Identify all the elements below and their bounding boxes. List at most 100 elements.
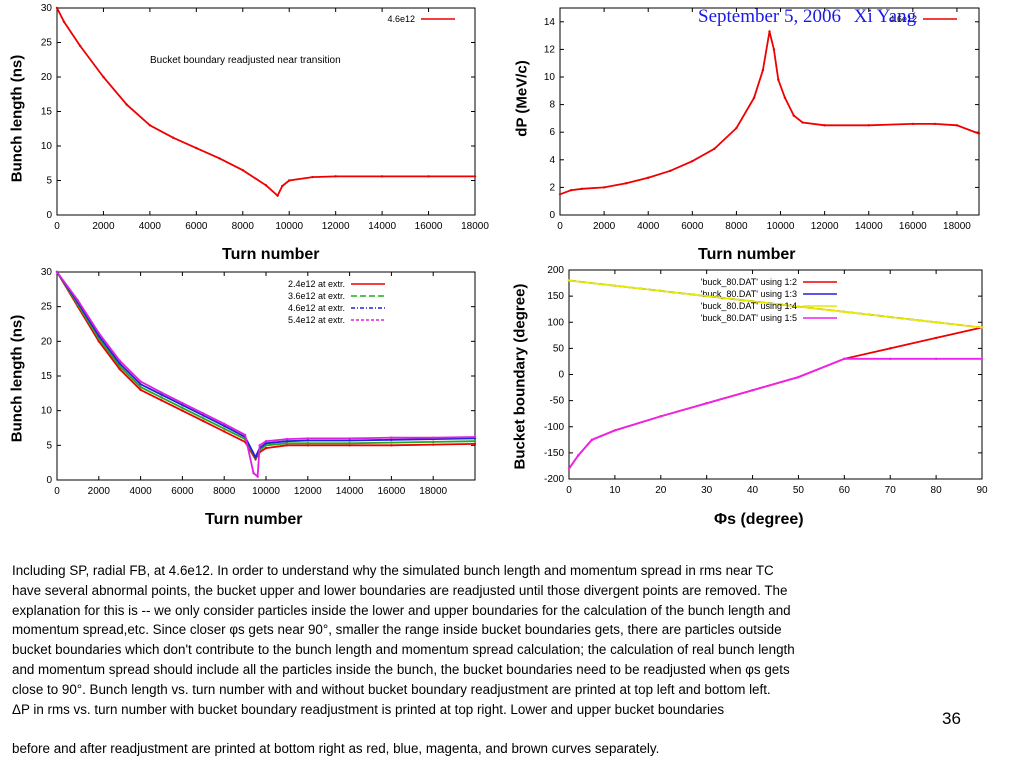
data-point: [432, 436, 435, 439]
data-point: [602, 186, 606, 189]
data-point: [306, 442, 309, 445]
series-line: [559, 31, 980, 196]
data-point: [306, 439, 309, 442]
chart-bucket-boundary: 0 10 20 30 40 50 60 70 80 90 -200 -150 -100 -50 0 50 100…: [512, 262, 1024, 540]
y-tick-label: 30: [41, 267, 53, 278]
data-point: [139, 385, 142, 389]
data-point: [97, 331, 101, 335]
data-point: [348, 437, 351, 440]
x-tick-label: 4000: [129, 486, 152, 497]
x-tick-label: 8000: [232, 221, 255, 232]
caption-line: and momentum spread should include all t…: [12, 661, 790, 677]
y-tick-label: 0: [549, 210, 555, 221]
data-point: [102, 75, 105, 79]
series-line: [56, 271, 476, 460]
y-tick-label: 30: [41, 3, 53, 14]
legend-entry: 3.6e12 at extr.: [288, 291, 345, 301]
data-point: [285, 442, 289, 445]
chart-momentum-spread: 0 2000 4000 6000 8000 10000 12000 14000 16000 180…: [512, 0, 1024, 270]
data-point: [801, 121, 804, 124]
data-point: [473, 439, 477, 443]
data-point: [955, 124, 959, 127]
caption-line: close to 90°. Bunch length vs. turn numb…: [12, 681, 771, 697]
data-point: [285, 444, 289, 447]
data-point: [390, 436, 393, 439]
data-point: [223, 430, 226, 433]
data-point: [580, 187, 584, 190]
plot-frame: [559, 7, 980, 216]
x-tick-label: 14000: [336, 486, 364, 497]
x-tick-label: 18000: [419, 486, 447, 497]
data-point: [306, 444, 309, 447]
data-point: [783, 96, 787, 99]
data-point: [79, 44, 82, 48]
data-point: [797, 305, 800, 308]
data-point: [181, 403, 184, 407]
legend-entry: 'buck_80.DAT' using 1:5: [701, 313, 797, 323]
y-axis-label: Bunch length (ns): [8, 314, 26, 443]
data-point: [160, 399, 163, 402]
caption-line: ΔP in rms vs. turn number with bucket bo…: [12, 701, 725, 717]
x-tick-label: 12000: [294, 486, 322, 497]
data-point: [252, 471, 255, 475]
data-point: [977, 132, 981, 135]
legend-entry: 'buck_80.DAT' using 1:3: [701, 289, 797, 299]
data-point: [171, 136, 175, 139]
data-point: [823, 124, 826, 127]
y-tick-label: 6: [549, 127, 555, 138]
series-line: [568, 357, 982, 470]
data-point: [647, 176, 650, 179]
data-point: [427, 175, 430, 178]
data-point: [160, 396, 163, 399]
x-tick-label: 18000: [943, 221, 971, 232]
legend-entry: 'buck_80.DAT' using 1:4: [701, 301, 797, 311]
data-point: [241, 168, 244, 172]
y-tick-label: 0: [558, 370, 564, 381]
data-point: [160, 393, 163, 396]
data-point: [202, 419, 205, 423]
y-tick-label: 8: [549, 100, 555, 111]
x-tick-label: 14000: [855, 221, 883, 232]
x-tick-label: 18000: [461, 221, 489, 232]
x-tick-label: 70: [885, 485, 897, 496]
header-author: Xi Yang: [853, 6, 917, 27]
data-point: [590, 438, 594, 442]
data-point: [118, 362, 121, 365]
caption-line: before and after readjustment are printe…: [12, 741, 660, 756]
caption-line: bucket boundaries which don't contribute…: [12, 642, 795, 658]
data-point: [843, 357, 846, 361]
y-tick-label: 25: [41, 302, 53, 313]
x-tick-label: 12000: [322, 221, 350, 232]
y-tick-label: 100: [547, 317, 564, 328]
y-axis-label: Bunch length (ns): [8, 54, 26, 183]
y-tick-label: 10: [544, 72, 556, 83]
caption-line: explanation for this is -- we only consi…: [12, 602, 791, 618]
series-line: [568, 326, 983, 470]
data-point: [281, 184, 284, 188]
y-tick-label: 0: [46, 210, 52, 221]
x-tick-label: 16000: [415, 221, 443, 232]
data-point: [223, 422, 226, 426]
x-tick-label: 10000: [275, 221, 303, 232]
y-tick-label: 15: [41, 371, 53, 382]
data-point: [624, 182, 628, 185]
y-tick-label: 15: [41, 107, 53, 118]
x-tick-label: 2000: [593, 221, 616, 232]
data-point: [691, 159, 694, 163]
data-point: [139, 388, 142, 392]
data-point: [390, 444, 393, 447]
y-tick-label: -50: [550, 396, 565, 407]
x-tick-label: 6000: [185, 221, 208, 232]
data-point: [276, 194, 279, 197]
data-point: [772, 48, 776, 51]
data-point: [139, 380, 142, 383]
data-point: [792, 114, 795, 117]
x-tick-label: 40: [747, 485, 759, 496]
chart-0-svg: 0 2000 4000 6000 8000 10000 12000 14000 16000 180…: [41, 3, 489, 232]
data-point: [256, 475, 259, 478]
x-tick-label: 80: [931, 485, 943, 496]
data-point: [160, 391, 163, 394]
data-point: [202, 414, 205, 417]
y-axis-label: dP (MeV/c): [513, 60, 531, 137]
data-point: [432, 443, 435, 446]
